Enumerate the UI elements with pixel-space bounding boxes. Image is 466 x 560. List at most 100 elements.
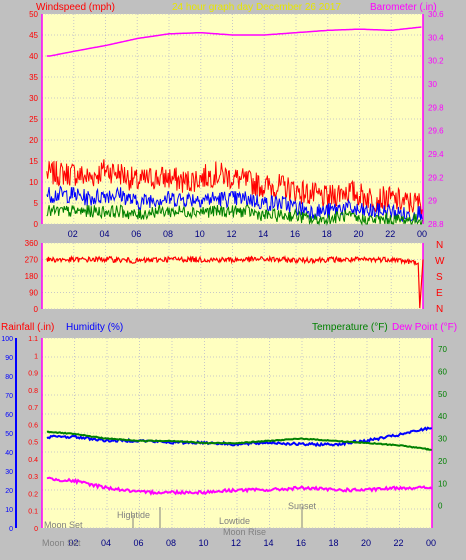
wind-y-tick-label: 20 (29, 136, 38, 145)
humidity-y-tick-label: 50 (5, 431, 13, 438)
axis-ticks: 02 04 06 08 10 12 14 16 18 20 22 000510152025303540… (1, 10, 447, 548)
direction-line (46, 254, 424, 309)
rainfall-y-tick-label: 0 (34, 526, 38, 533)
humidity-x-tick-label: 12 (231, 538, 241, 548)
barometer-y-tick-label: 29.8 (428, 103, 444, 112)
barometer-y-tick-label: 29 (428, 197, 437, 206)
wind-series (46, 26, 423, 226)
temperature-title: Temperature (°F) (312, 322, 388, 333)
direction-y-tick-label: 90 (29, 289, 38, 298)
barometer-y-tick-label: 29.6 (428, 127, 444, 136)
rainfall-y-tick-label: 0.3 (28, 474, 38, 481)
barometer-y-tick-label: 29.4 (428, 150, 444, 159)
barometer-y-tick-label: 30.2 (428, 57, 444, 66)
rainfall-title: Rainfall (.in) (1, 322, 54, 333)
humidity-y-tick-label: 90 (5, 355, 13, 362)
wind-x-tick-label: 00 (417, 229, 427, 239)
barometer-y-tick-label: 30.4 (428, 33, 444, 42)
barometer-line (46, 26, 422, 57)
lowtide-label: Lowtide (219, 516, 250, 526)
wind-y-tick-label: 15 (29, 157, 38, 166)
wind-y-tick-label: 10 (29, 178, 38, 187)
direction-y-tick-label: 270 (25, 256, 39, 265)
moon-set-bottom-label: Moon Set (42, 538, 81, 548)
rainfall-y-tick-label: 0.4 (28, 457, 38, 464)
wind-y-tick-label: 5 (34, 199, 39, 208)
rainfall-y-tick-label: 0.7 (28, 405, 38, 412)
wind-y-tick-label: 40 (29, 52, 38, 61)
dewpoint-title: Dew Point (°F) (392, 322, 457, 333)
rainfall-y-tick-label: 0.5 (28, 440, 38, 447)
wind-y-tick-label: 30 (29, 94, 38, 103)
wind-x-tick-label: 16 (290, 229, 300, 239)
wind-x-tick-label: 14 (258, 229, 268, 239)
humidity-y-tick-label: 40 (5, 450, 13, 457)
temperature-y-tick-label: 50 (438, 390, 447, 399)
temperature-y-tick-label: 60 (438, 368, 447, 377)
wind-y-tick-label: 35 (29, 73, 38, 82)
compass-n-top: N (436, 240, 443, 251)
humidity-x-tick-label: 16 (296, 538, 306, 548)
moon-set-top-label: Moon Set (44, 520, 83, 530)
barometer-y-tick-label: 30 (428, 80, 437, 89)
humidity-y-tick-label: 30 (5, 469, 13, 476)
humidity-grid (15, 337, 433, 529)
sunset-label: Sunset (288, 501, 317, 511)
barometer-y-tick-label: 28.8 (428, 220, 444, 229)
wind-x-tick-label: 06 (131, 229, 141, 239)
compass-n-bottom: N (436, 304, 443, 315)
direction-y-tick-label: 0 (34, 305, 39, 314)
date-title: 24 hour graph day December 26 2017 (172, 2, 341, 13)
temperature-y-tick-label: 30 (438, 435, 447, 444)
compass-e: E (436, 288, 443, 299)
rainfall-y-tick-label: 1 (34, 353, 38, 360)
wind-y-tick-label: 25 (29, 115, 38, 124)
humidity-y-tick-label: 0 (9, 526, 13, 533)
humidity-x-tick-label: 00 (426, 538, 436, 548)
hightide-label: Hightide (117, 510, 150, 520)
wind-x-tick-label: 10 (195, 229, 205, 239)
compass-s: S (436, 272, 443, 283)
humidity-y-tick-label: 10 (5, 507, 13, 514)
humidity-x-tick-label: 10 (199, 538, 209, 548)
compass-w: W (435, 256, 445, 267)
humidity-x-tick-label: 06 (134, 538, 144, 548)
rainfall-y-tick-label: 0.9 (28, 371, 38, 378)
wind-x-tick-label: 12 (227, 229, 237, 239)
wind-x-tick-label: 18 (322, 229, 332, 239)
temperature-y-tick-label: 40 (438, 412, 447, 421)
humidity-title: Humidity (%) (66, 322, 123, 333)
rainfall-y-tick-label: 0.6 (28, 422, 38, 429)
humidity-y-tick-label: 20 (5, 488, 13, 495)
humidity-x-tick-label: 20 (361, 538, 371, 548)
rainfall-y-tick-label: 0.2 (28, 491, 38, 498)
wind-gust-line (46, 159, 423, 216)
humidity-y-tick-label: 100 (1, 336, 13, 343)
wind-y-tick-label: 45 (29, 31, 38, 40)
windspeed-title: Windspeed (mph) (36, 2, 115, 13)
humidity-y-tick-label: 70 (5, 393, 13, 400)
barometer-y-tick-label: 29.2 (428, 173, 444, 182)
wind-x-tick-label: 08 (163, 229, 173, 239)
moon-rise-label: Moon Rise (223, 527, 266, 537)
rainfall-y-tick-label: 0.1 (28, 509, 38, 516)
dewpoint-line (46, 476, 433, 496)
wind-x-tick-label: 20 (354, 229, 364, 239)
barometer-title: Barometer (.in) (370, 2, 437, 13)
wind-x-tick-label: 02 (68, 229, 78, 239)
temperature-line (46, 430, 432, 451)
humidity-series (46, 426, 433, 496)
temperature-y-tick-label: 70 (438, 345, 447, 354)
humidity-y-tick-label: 80 (5, 374, 13, 381)
humidity-x-tick-label: 18 (329, 538, 339, 548)
humidity-x-tick-label: 22 (394, 538, 404, 548)
wind-avg-line (46, 185, 423, 223)
rainfall-y-tick-label: 1.1 (28, 336, 38, 343)
wind-x-tick-label: 22 (385, 229, 395, 239)
wind-y-tick-label: 0 (34, 220, 39, 229)
humidity-y-tick-label: 60 (5, 412, 13, 419)
humidity-x-tick-label: 14 (264, 538, 274, 548)
humidity-x-tick-label: 04 (101, 538, 111, 548)
